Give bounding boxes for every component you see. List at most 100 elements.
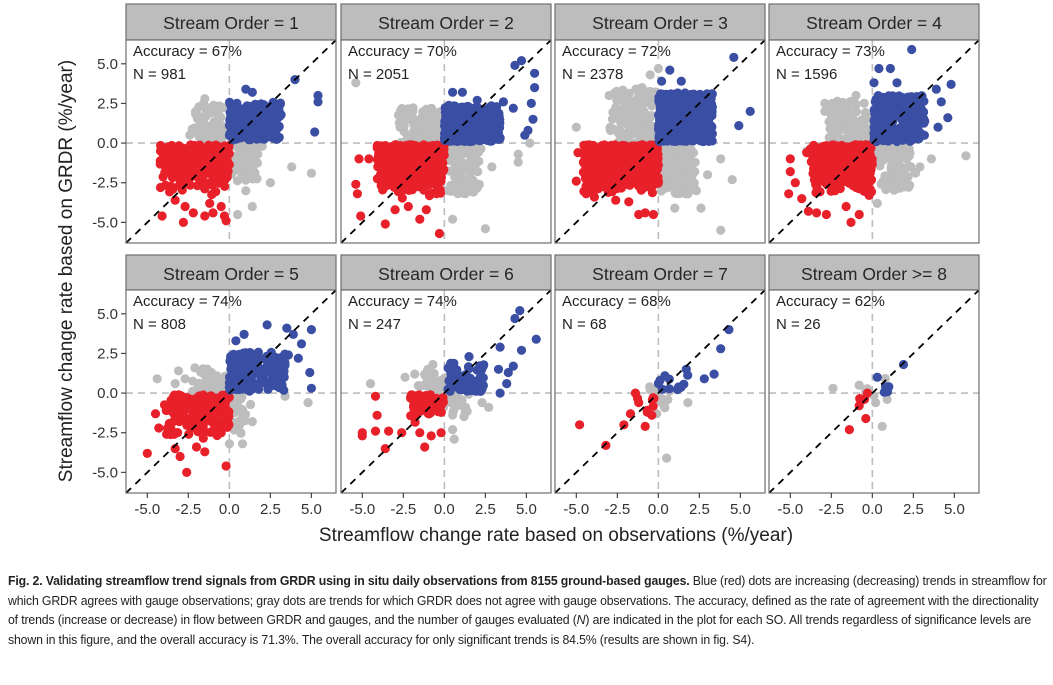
- decreasing-agree-point: [177, 185, 187, 195]
- increasing-agree-point: [895, 94, 906, 104]
- identity-line: [126, 40, 336, 243]
- increasing-agree-point: [448, 87, 458, 97]
- decreasing-agree-point: [207, 168, 217, 178]
- increasing-agree-point: [734, 121, 744, 131]
- decreasing-agree-point: [199, 392, 209, 402]
- increasing-agree-point: [869, 78, 879, 88]
- disagree-point: [604, 90, 614, 101]
- increasing-agree-point: [919, 130, 930, 140]
- increasing-agree-point: [933, 122, 943, 132]
- decreasing-agree-point: [191, 442, 202, 452]
- decreasing-agree-point: [841, 201, 851, 212]
- decreasing-agree-point: [589, 174, 599, 184]
- decreasing-agree-point: [207, 160, 217, 170]
- decreasing-agree-point: [844, 143, 855, 153]
- increasing-agree-point: [445, 115, 455, 125]
- disagree-point: [851, 99, 861, 109]
- disagree-point: [961, 151, 971, 161]
- disagree-point: [187, 386, 197, 397]
- disagree-point: [830, 128, 840, 138]
- increasing-agree-point: [695, 101, 705, 111]
- increasing-agree-point: [729, 52, 739, 63]
- increasing-agree-point: [225, 130, 235, 140]
- decreasing-agree-point: [611, 195, 621, 205]
- decreasing-agree-point: [214, 396, 224, 406]
- decreasing-agree-point: [356, 211, 366, 221]
- facet-strip: [125, 254, 337, 291]
- disagree-point: [241, 154, 251, 164]
- increasing-agree-point: [247, 87, 257, 97]
- disagree-point: [257, 141, 267, 151]
- increasing-agree-point: [659, 99, 669, 109]
- disagree-point: [906, 162, 916, 172]
- increasing-agree-point: [873, 114, 883, 125]
- decreasing-agree-point: [434, 228, 444, 239]
- decreasing-agree-point: [390, 144, 400, 154]
- panel-border: [340, 39, 552, 244]
- increasing-agree-point: [479, 109, 490, 119]
- disagree-point: [900, 181, 910, 191]
- decreasing-agree-point: [648, 209, 659, 220]
- decreasing-agree-point: [208, 208, 218, 218]
- disagree-point: [303, 398, 313, 408]
- disagree-point: [426, 129, 436, 139]
- disagree-point: [620, 97, 630, 108]
- disagree-point: [422, 107, 432, 117]
- disagree-point: [660, 150, 670, 160]
- disagree-point: [247, 417, 257, 427]
- facet-strip-title: Stream Order = 3: [592, 13, 728, 33]
- decreasing-agree-point: [169, 390, 179, 400]
- disagree-point: [459, 164, 469, 174]
- increasing-agree-point: [946, 79, 956, 89]
- decreasing-agree-point: [834, 153, 844, 163]
- disagree-point: [858, 132, 868, 142]
- increasing-agree-point: [457, 87, 467, 97]
- decreasing-agree-point: [846, 217, 856, 227]
- disagree-point: [448, 214, 458, 224]
- decreasing-agree-point: [851, 183, 862, 193]
- disagree-point: [188, 376, 198, 386]
- decreasing-agree-point: [188, 208, 198, 218]
- decreasing-agree-point: [650, 153, 661, 163]
- increasing-agree-point: [936, 97, 946, 107]
- decreasing-agree-point: [221, 216, 231, 226]
- increasing-agree-point: [530, 68, 540, 78]
- decreasing-agree-point: [142, 448, 152, 458]
- disagree-point: [856, 116, 866, 126]
- disagree-point: [244, 172, 254, 182]
- decreasing-agree-point: [854, 209, 864, 220]
- decreasing-agree-point: [602, 145, 612, 155]
- decreasing-agree-point: [785, 154, 795, 164]
- disagree-point: [687, 168, 697, 178]
- decreasing-agree-point: [195, 156, 205, 166]
- disagree-point: [525, 138, 535, 148]
- y-tick-label: 0.0: [97, 135, 118, 152]
- increasing-agree-point: [262, 114, 272, 124]
- decreasing-agree-point: [828, 159, 838, 170]
- decreasing-agree-point: [432, 189, 442, 199]
- decreasing-agree-point: [178, 217, 188, 227]
- decreasing-agree-point: [581, 189, 591, 199]
- increasing-agree-point: [530, 83, 540, 93]
- disagree-point: [828, 110, 838, 121]
- decreasing-agree-point: [864, 190, 874, 200]
- decreasing-agree-point: [364, 154, 374, 164]
- increasing-agree-point: [869, 130, 880, 140]
- decreasing-agree-point: [420, 161, 430, 171]
- disagree-point: [898, 171, 908, 181]
- increasing-agree-point: [234, 119, 244, 129]
- decreasing-agree-point: [643, 182, 653, 192]
- decreasing-agree-point: [812, 208, 822, 218]
- facet-strip: [554, 3, 766, 41]
- decreasing-agree-point: [377, 165, 387, 175]
- disagree-point: [696, 203, 706, 213]
- disagree-point: [466, 183, 476, 193]
- increasing-agree-point: [473, 126, 483, 136]
- increasing-agree-point: [706, 109, 717, 119]
- n-label: N = 981: [133, 66, 186, 83]
- disagree-point: [265, 178, 275, 188]
- disagree-point: [189, 123, 199, 133]
- disagree-point: [185, 130, 195, 140]
- increasing-agree-point: [897, 115, 907, 125]
